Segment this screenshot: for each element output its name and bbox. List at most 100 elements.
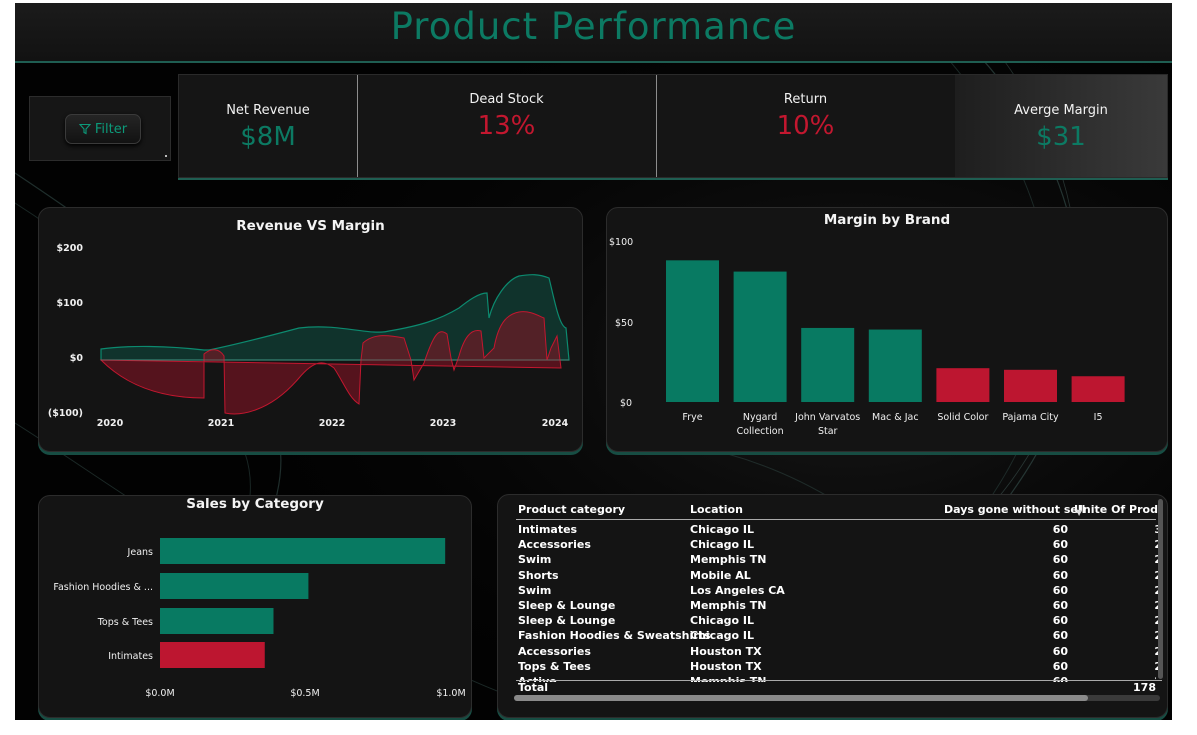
table-cell: Active [518,674,557,682]
brand-label: Pajama City [1002,412,1059,423]
table-row[interactable]: Swim Memphis TN 60 2 [516,552,1162,567]
table-row[interactable]: Fashion Hoodies & Sweatshirts Chicago IL 6… [516,628,1162,643]
kpi-strip: Net Revenue $8M Dead Stock 13% Return 10… [178,74,1168,178]
table-cell: 2 [1076,537,1162,552]
table-cell: 60 [1052,598,1068,612]
table-cell: 2 [1076,613,1162,628]
table-row[interactable]: Sleep & Lounge Chicago IL 60 2 [516,613,1162,628]
table-cell: Swim [518,583,552,597]
revenue-area [100,274,570,361]
brand-bar[interactable] [1004,369,1057,402]
y-tick-label: $50 [615,318,633,329]
scroll-thumb[interactable] [514,695,1088,701]
column-header[interactable]: Days gone without sell [944,503,1086,516]
total-label: Total [518,681,549,694]
brand-bar[interactable] [733,271,787,402]
brand-bar[interactable] [1071,376,1125,402]
x-tick-label: $0.0M [145,688,174,699]
table-cell: Intimates [518,523,578,536]
table-cell: Houston TX [690,659,762,673]
brand-bar[interactable] [801,327,855,402]
y-tick-label: ($100) [48,408,83,419]
table-cell: Swim [518,553,552,567]
category-label: Fashion Hoodies & ... [53,582,153,593]
table-cell: Sleep & Lounge [518,614,616,628]
table-cell: 2 [1076,598,1162,613]
category-label: Tops & Tees [97,617,153,628]
table-row[interactable]: Intimates Chicago IL 60 3 [516,522,1162,537]
table-cell: 2 [1076,659,1162,674]
column-header[interactable]: Location [690,503,743,516]
kpi-label: Dead Stock [469,92,544,107]
table-row[interactable]: Swim Los Angeles CA 60 2 [516,583,1162,598]
table-cell: 60 [1052,583,1068,597]
table-row[interactable]: Sleep & Lounge Memphis TN 60 2 [516,598,1162,613]
x-tick-label: 2023 [430,418,456,429]
table-cell: 60 [1052,659,1068,673]
x-tick-label: $1.0M [436,688,465,699]
y-tick-label: $200 [57,243,84,254]
category-bar[interactable] [160,573,309,599]
x-tick-label: 2020 [97,418,124,429]
margin-area [99,311,562,415]
vertical-scrollbar[interactable] [1158,499,1163,679]
dashboard-canvas: Product Performance Filter Net Revenue $… [15,3,1172,720]
table-cell: 60 [1052,644,1068,658]
chart-title: Margin by Brand [823,212,951,228]
kpi-label: Net Revenue [226,103,310,118]
table-cell: Los Angeles CA [690,583,785,597]
table-row[interactable]: Tops & Tees Houston TX 60 2 [516,659,1162,674]
table-row[interactable]: Active Memphis TN 60 2 [516,674,1156,682]
table-cell: 60 [1052,614,1068,628]
brand-bar[interactable] [666,260,719,402]
filter-button[interactable]: Filter [65,114,141,144]
table-cell: 2 [1076,583,1162,598]
kpi-label: Averge Margin [1014,103,1108,118]
column-header[interactable]: Product category [518,503,626,516]
table-cell: Chicago IL [690,538,754,552]
x-tick-label: 2024 [542,418,569,429]
revenue-margin-panel: Revenue VS Margin $200 $100 $0 ($100) 20… [38,207,583,452]
table-cell: 2 [1076,644,1162,659]
margin-brand-panel: Margin by Brand $100 $50 $0 Frye Nygard Co… [606,207,1168,452]
brand-label: Solid Color [937,412,988,423]
dead-stock-table-panel: Product category Location Days gone with… [497,494,1168,718]
category-bar[interactable] [160,538,446,564]
table-cell: Memphis TN [690,674,767,682]
table-cell: Accessories [518,538,591,552]
table-cell: 60 [1052,674,1068,682]
brand-bar[interactable] [868,329,922,402]
table-cell: Sleep & Lounge [518,598,616,612]
table-row[interactable]: Accessories Chicago IL 60 2 [516,537,1162,552]
table-row[interactable]: Shorts Mobile AL 60 2 [516,568,1162,583]
table-cell: Mobile AL [690,568,751,582]
funnel-icon [78,123,91,135]
table-cell: 60 [1052,523,1068,536]
y-tick-label: $0 [620,398,632,409]
table-cell: Fashion Hoodies & Sweatshirts [518,629,711,643]
y-tick-label: $100 [609,237,633,248]
sort-down-icon[interactable]: ▼ [1076,508,1083,517]
total-value: 178 [1133,681,1156,694]
sales-category-panel: Sales by Category $0.0M $0.5M $1.0M Jean… [38,495,472,718]
table-cell: 60 [1052,538,1068,552]
kpi-dead-stock: Dead Stock 13% [357,75,657,177]
table-cell: Shorts [518,568,559,582]
table-cell: 2 [1076,674,1156,682]
table-cell: Tops & Tees [518,659,591,673]
x-tick-label: $0.5M [290,688,319,699]
table-cell: 60 [1052,553,1068,567]
category-label: Jeans [127,547,153,558]
column-header[interactable]: Unite Of Product [1074,503,1158,516]
table-total-row: Total 178 [516,680,1162,695]
category-bar[interactable] [160,608,274,634]
x-tick-label: 2022 [319,418,345,429]
horizontal-scrollbar[interactable] [514,695,1160,701]
category-bar[interactable] [160,642,265,668]
revenue-margin-chart: $200 $100 $0 ($100) 2020 2021 2022 2023 … [48,243,570,429]
page-title: Product Performance [390,5,797,48]
brand-bar[interactable] [936,368,990,402]
brand-label: Star [818,426,838,437]
title-bar: Product Performance [15,3,1172,63]
table-row[interactable]: Accessories Houston TX 60 2 [516,644,1162,659]
